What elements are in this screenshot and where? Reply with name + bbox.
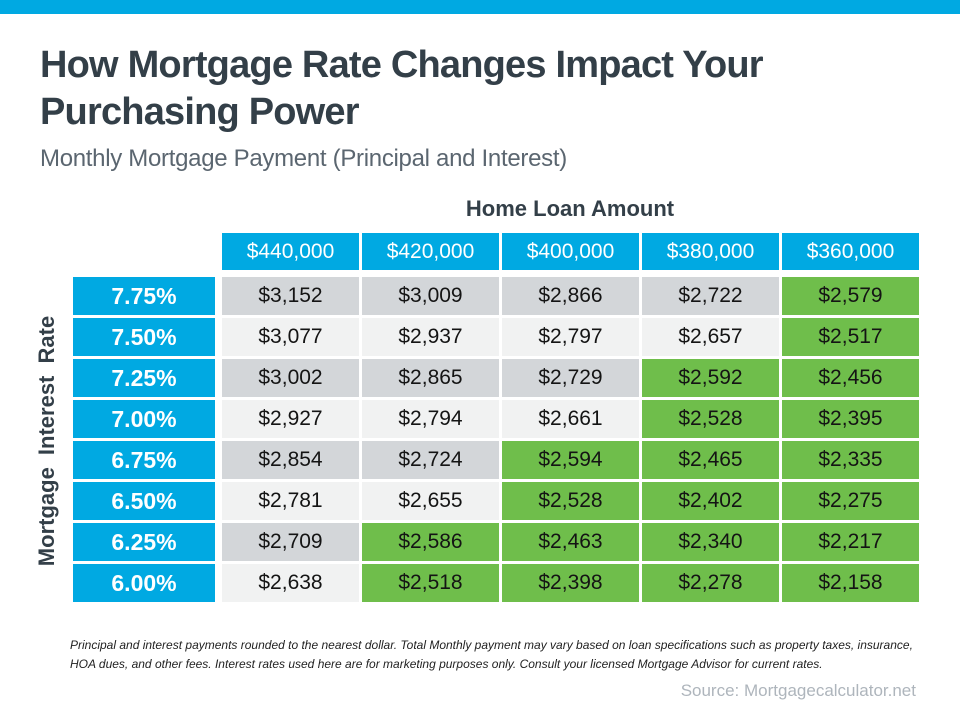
payment-cell: $2,724 xyxy=(362,441,499,479)
payment-cell: $2,528 xyxy=(502,482,639,520)
column-header: $400,000 xyxy=(502,233,639,270)
column-header: $360,000 xyxy=(782,233,919,270)
payment-table: $440,000 $420,000 $400,000 $380,000 $360… xyxy=(73,233,919,605)
payment-cell: $2,463 xyxy=(502,523,639,561)
payment-cell: $2,518 xyxy=(362,564,499,602)
payment-cell: $2,927 xyxy=(222,400,359,438)
rate-cell: 7.50% xyxy=(73,318,215,356)
rate-cell: 7.75% xyxy=(73,277,215,315)
payment-cell: $2,402 xyxy=(642,482,779,520)
payment-cell: $2,395 xyxy=(782,400,919,438)
payment-cell: $2,781 xyxy=(222,482,359,520)
payment-cell: $3,009 xyxy=(362,277,499,315)
payment-cell: $3,152 xyxy=(222,277,359,315)
rate-cell: 6.75% xyxy=(73,441,215,479)
table-row: 6.00% $2,638 $2,518 $2,398 $2,278 $2,158 xyxy=(73,564,919,602)
payment-cell: $2,709 xyxy=(222,523,359,561)
table-row: 6.50% $2,781 $2,655 $2,528 $2,402 $2,275 xyxy=(73,482,919,520)
table-row: 6.75% $2,854 $2,724 $2,594 $2,465 $2,335 xyxy=(73,441,919,479)
payment-cell: $2,465 xyxy=(642,441,779,479)
payment-cell: $2,278 xyxy=(642,564,779,602)
payment-cell: $2,729 xyxy=(502,359,639,397)
top-accent-bar xyxy=(0,0,960,14)
payment-cell: $2,594 xyxy=(502,441,639,479)
page-title: How Mortgage Rate Changes Impact Your Pu… xyxy=(40,42,940,136)
page-title-line1: How Mortgage Rate Changes Impact Your xyxy=(40,44,764,86)
payment-cell: $2,517 xyxy=(782,318,919,356)
payment-cell: $2,937 xyxy=(362,318,499,356)
column-header: $440,000 xyxy=(222,233,359,270)
row-group-label: Mortgage Interest Rate xyxy=(34,315,59,567)
payment-cell: $2,865 xyxy=(362,359,499,397)
payment-cell: $2,592 xyxy=(642,359,779,397)
source-attribution: Source: Mortgagecalculator.net xyxy=(680,681,916,700)
payment-cell: $2,722 xyxy=(642,277,779,315)
table-row: 7.50% $3,077 $2,937 $2,797 $2,657 $2,517 xyxy=(73,318,919,356)
payment-cell: $2,661 xyxy=(502,400,639,438)
payment-cell: $2,794 xyxy=(362,400,499,438)
payment-cell: $2,158 xyxy=(782,564,919,602)
page-title-line2: Purchasing Power xyxy=(40,91,360,134)
rate-cell: 7.00% xyxy=(73,400,215,438)
payment-cell: $2,275 xyxy=(782,482,919,520)
table-row: 7.75% $3,152 $3,009 $2,866 $2,722 $2,579 xyxy=(73,277,919,315)
payment-cell: $2,797 xyxy=(502,318,639,356)
table-header-row: $440,000 $420,000 $400,000 $380,000 $360… xyxy=(222,233,919,270)
column-group-label: Home Loan Amount xyxy=(465,196,675,221)
page-subtitle: Monthly Mortgage Payment (Principal and … xyxy=(40,145,567,172)
rate-cell: 7.25% xyxy=(73,359,215,397)
table-row: 7.25% $3,002 $2,865 $2,729 $2,592 $2,456 xyxy=(73,359,919,397)
payment-cell: $2,340 xyxy=(642,523,779,561)
table-row: 6.25% $2,709 $2,586 $2,463 $2,340 $2,217 xyxy=(73,523,919,561)
payment-cell: $3,002 xyxy=(222,359,359,397)
payment-cell: $2,217 xyxy=(782,523,919,561)
payment-cell: $2,657 xyxy=(642,318,779,356)
payment-cell: $2,398 xyxy=(502,564,639,602)
payment-cell: $2,528 xyxy=(642,400,779,438)
rate-cell: 6.00% xyxy=(73,564,215,602)
payment-cell: $2,854 xyxy=(222,441,359,479)
rate-cell: 6.25% xyxy=(73,523,215,561)
column-header: $380,000 xyxy=(642,233,779,270)
footnote-text: Principal and interest payments rounded … xyxy=(70,638,913,671)
table-body: 7.75% $3,152 $3,009 $2,866 $2,722 $2,579… xyxy=(73,277,919,602)
table-row: 7.00% $2,927 $2,794 $2,661 $2,528 $2,395 xyxy=(73,400,919,438)
payment-cell: $2,456 xyxy=(782,359,919,397)
payment-cell: $2,655 xyxy=(362,482,499,520)
payment-cell: $2,638 xyxy=(222,564,359,602)
payment-cell: $2,579 xyxy=(782,277,919,315)
rate-cell: 6.50% xyxy=(73,482,215,520)
payment-cell: $2,335 xyxy=(782,441,919,479)
payment-cell: $2,586 xyxy=(362,523,499,561)
payment-cell: $3,077 xyxy=(222,318,359,356)
column-header: $420,000 xyxy=(362,233,499,270)
payment-cell: $2,866 xyxy=(502,277,639,315)
